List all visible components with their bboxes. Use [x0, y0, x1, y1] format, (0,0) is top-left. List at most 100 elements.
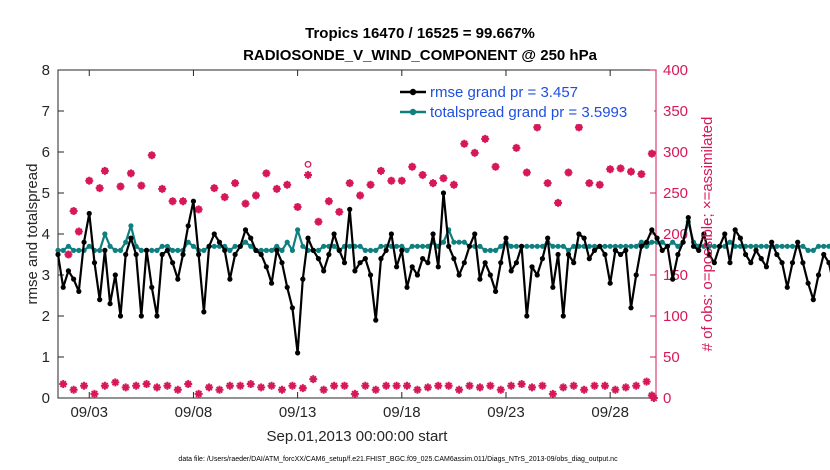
- rmse-point: [143, 247, 150, 253]
- obs-assimilated-point: [121, 383, 130, 392]
- obs-assimilated-point: [210, 184, 219, 193]
- totalspread-point: [60, 247, 66, 253]
- rmse-point: [472, 231, 478, 237]
- rmse-point: [466, 243, 473, 249]
- totalspread-point: [175, 247, 181, 253]
- rmse-point: [310, 247, 316, 253]
- rmse-point: [159, 251, 165, 258]
- y-right-tick-label: 300: [663, 144, 688, 161]
- rmse-point: [680, 239, 686, 245]
- y-left-tick-label: 5: [42, 185, 50, 202]
- rmse-point: [628, 305, 634, 311]
- totalspread-point: [586, 243, 592, 249]
- obs-assimilated-point: [356, 191, 365, 200]
- x-axis-label: Sep.01,2013 00:00:00 start: [267, 428, 449, 445]
- totalspread-point: [675, 243, 681, 249]
- rmse-point: [232, 251, 238, 258]
- obs-assimilated-point: [126, 169, 135, 178]
- rmse-point: [367, 272, 374, 278]
- rmse-point: [383, 247, 389, 253]
- rmse-point: [362, 256, 368, 262]
- obs-assimilated-point: [616, 164, 625, 173]
- rmse-point: [253, 247, 259, 253]
- y-left-tick-label: 2: [42, 308, 50, 325]
- rmse-point: [393, 264, 400, 270]
- obs-assimilated-point: [611, 385, 620, 394]
- totalspread-point: [425, 243, 431, 249]
- obs-assimilated-point: [241, 199, 250, 208]
- obs-assimilated-point: [236, 381, 245, 390]
- obs-assimilated-point: [590, 381, 599, 390]
- totalspread-point: [420, 243, 426, 249]
- x-tick-label: 09/03: [70, 404, 108, 421]
- obs-assimilated-point: [111, 378, 120, 387]
- rmse-point: [347, 206, 353, 212]
- y-left-tick-label: 7: [42, 103, 50, 120]
- totalspread-point: [821, 243, 827, 249]
- obs-assimilated-point: [649, 394, 658, 402]
- y-right-tick-label: 50: [663, 349, 680, 366]
- totalspread-point: [55, 247, 61, 253]
- rmse-point: [649, 227, 655, 233]
- rmse-point: [742, 251, 749, 258]
- rmse-point: [237, 243, 243, 249]
- totalspread-point: [748, 243, 754, 249]
- obs-assimilated-point: [69, 385, 78, 394]
- rmse-point: [576, 231, 582, 237]
- obs-assimilated-point: [580, 385, 589, 394]
- totalspread-point: [701, 243, 707, 249]
- rmse-point: [55, 251, 61, 258]
- totalspread-point: [159, 243, 165, 249]
- totalspread-point: [758, 243, 764, 249]
- rmse-point: [555, 251, 561, 258]
- rmse-point: [727, 260, 733, 266]
- legend: rmse grand pr = 3.457 totalspread grand …: [398, 82, 654, 124]
- rmse-point: [701, 231, 707, 237]
- obs-assimilated-point: [397, 176, 406, 185]
- rmse-point: [107, 301, 113, 307]
- obs-assimilated-point: [569, 381, 578, 390]
- rmse-point: [716, 243, 723, 249]
- totalspread-point: [107, 243, 113, 249]
- obs-assimilated-point: [152, 383, 161, 392]
- rmse-point: [60, 284, 66, 290]
- rmse-point: [196, 251, 202, 258]
- rmse-point: [685, 215, 691, 221]
- rmse-series: [55, 190, 830, 356]
- y-axis-right: 0 50 100 150 200 250 300 350 400: [650, 62, 688, 407]
- totalspread-point: [498, 243, 504, 249]
- totalspread-point: [347, 243, 353, 249]
- obs-assimilated-point: [90, 389, 99, 398]
- rmse-point: [659, 247, 665, 253]
- obs-assimilated-point: [481, 134, 490, 143]
- obs-assimilated-point: [444, 381, 453, 390]
- obs-assimilated-point: [100, 381, 109, 390]
- rmse-point: [420, 256, 426, 262]
- obs-assimilated-point: [330, 381, 339, 390]
- totalspread-point: [404, 247, 410, 253]
- rmse-point: [86, 210, 92, 217]
- obs-assimilated-point: [85, 176, 94, 185]
- obs-assimilated-point: [194, 205, 203, 214]
- totalspread-point: [367, 247, 374, 253]
- obs-assimilated-point: [554, 198, 563, 207]
- rmse-point: [565, 251, 572, 258]
- obs-assimilated-series: [59, 107, 658, 402]
- obs-assimilated-point: [225, 381, 234, 390]
- x-tick-label: 09/13: [279, 404, 317, 421]
- rmse-point: [227, 276, 233, 282]
- obs-assimilated-point: [403, 381, 412, 390]
- totalspread-point: [763, 243, 770, 249]
- rmse-point: [513, 260, 519, 266]
- obs-assimilated-point: [564, 168, 573, 177]
- rmse-point: [289, 305, 296, 311]
- obs-assimilated-point: [298, 384, 307, 393]
- rmse-point: [341, 260, 348, 266]
- rmse-point: [623, 247, 629, 253]
- rmse-point: [706, 251, 712, 258]
- totalspread-point: [315, 247, 322, 253]
- totalspread-point: [414, 243, 421, 249]
- obs-assimilated-point: [64, 250, 73, 259]
- rmse-point: [675, 251, 681, 258]
